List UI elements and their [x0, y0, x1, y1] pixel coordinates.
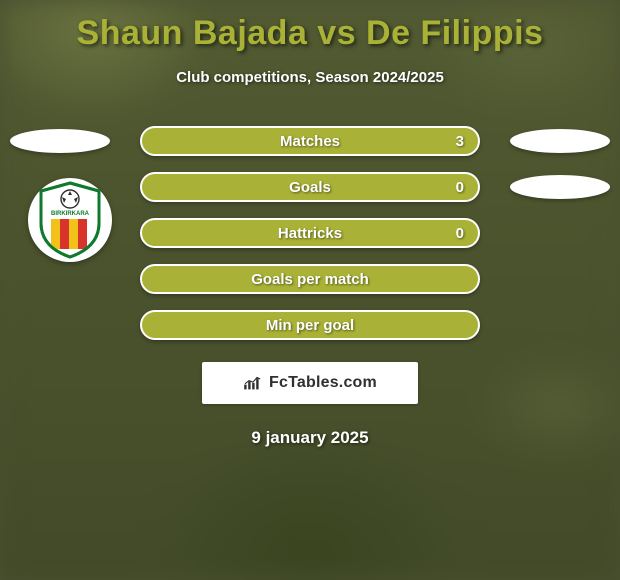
comparison-card: Shaun Bajada vs De Filippis Club competi…: [0, 0, 620, 580]
shield-icon: BIRKIRKARA: [37, 181, 103, 259]
stat-pill-matches: Matches 3: [140, 126, 480, 156]
stat-row: Goals per match: [0, 256, 620, 302]
stat-label: Matches: [280, 133, 340, 150]
stat-pill-min-per-goal: Min per goal: [140, 310, 480, 340]
bar-chart-icon: [243, 375, 263, 391]
page-title: Shaun Bajada vs De Filippis: [0, 14, 620, 53]
stat-row: Matches 3: [0, 118, 620, 164]
stat-label: Min per goal: [266, 317, 354, 334]
stat-value-right: 0: [456, 225, 464, 242]
stat-value-right: 3: [456, 133, 464, 150]
stat-pill-goals-per-match: Goals per match: [140, 264, 480, 294]
player-right-marker: [510, 129, 610, 153]
stat-pill-hattricks: Hattricks 0: [140, 218, 480, 248]
player-left-marker: [10, 129, 110, 153]
stat-row: Min per goal: [0, 302, 620, 348]
stat-pill-goals: Goals 0: [140, 172, 480, 202]
stat-value-right: 0: [456, 179, 464, 196]
club-badge: BIRKIRKARA: [28, 178, 112, 262]
svg-text:BIRKIRKARA: BIRKIRKARA: [51, 211, 90, 217]
stat-label: Hattricks: [278, 225, 342, 242]
season-subtitle: Club competitions, Season 2024/2025: [0, 69, 620, 86]
watermark-text: FcTables.com: [269, 374, 377, 392]
stat-label: Goals per match: [251, 271, 369, 288]
club-crest-icon: BIRKIRKARA: [37, 181, 103, 259]
stat-label: Goals: [289, 179, 331, 196]
watermark: FcTables.com: [202, 362, 418, 404]
snapshot-date: 9 january 2025: [0, 428, 620, 448]
player-right-marker: [510, 175, 610, 199]
